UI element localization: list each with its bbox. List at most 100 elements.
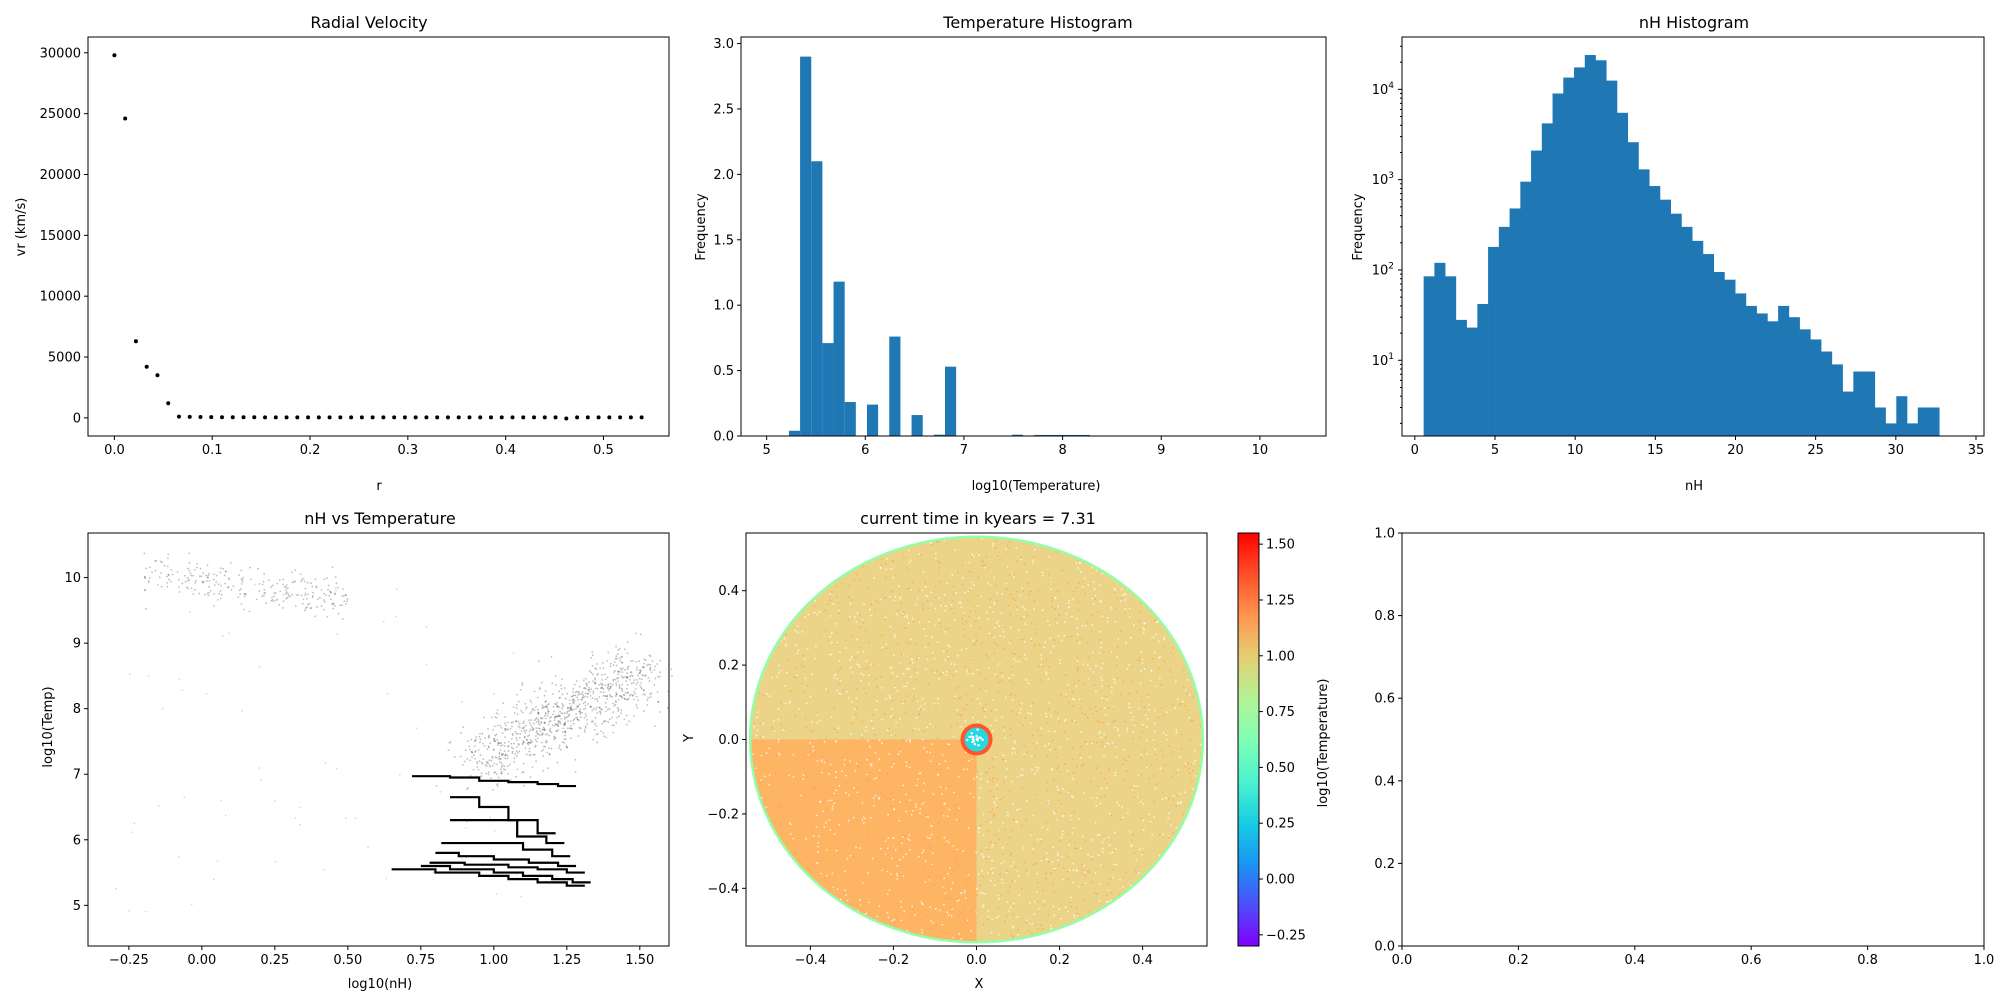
particle: [955, 670, 957, 673]
temperature-histogram-ytick-label: 2.5: [713, 102, 734, 117]
scatter-point: [561, 741, 564, 744]
scatter-point: [537, 711, 540, 714]
particle: [995, 622, 998, 625]
particle: [1046, 789, 1049, 792]
particle: [1011, 674, 1014, 676]
particle: [1063, 634, 1066, 637]
particle: [881, 634, 883, 636]
particle: [991, 918, 994, 921]
particle: [1001, 846, 1004, 849]
particle: [822, 801, 825, 804]
scatter-point: [593, 728, 596, 731]
particle: [833, 727, 836, 730]
particle: [966, 871, 969, 874]
scatter-point: [529, 753, 532, 756]
scatter-point: [594, 681, 597, 684]
particle: [995, 643, 998, 646]
particle: [819, 740, 822, 743]
scatter-point: [525, 706, 528, 709]
particle: [1111, 741, 1114, 744]
scatter-point: [209, 589, 212, 592]
particle: [995, 600, 998, 602]
particle: [954, 549, 957, 551]
colorbar-tick-label: 0.75: [1266, 705, 1295, 720]
particle: [874, 751, 877, 754]
particle: [1135, 859, 1138, 862]
particle: [924, 585, 927, 588]
particle: [1116, 728, 1119, 731]
particle: [953, 697, 956, 699]
particle: [1058, 908, 1061, 911]
particle: [862, 650, 865, 653]
scatter-point: [183, 796, 186, 799]
particle: [857, 831, 860, 834]
particle: [923, 628, 925, 630]
particle: [1036, 589, 1039, 592]
particle: [956, 571, 959, 574]
particle: [930, 603, 932, 606]
particle: [1062, 787, 1065, 790]
particle: [1002, 729, 1005, 732]
scatter-point: [282, 578, 285, 581]
scatter-point: [344, 594, 347, 597]
particle: [1103, 745, 1106, 748]
particle: [1099, 802, 1102, 805]
particle: [1072, 705, 1075, 707]
scatter-point: [186, 586, 188, 589]
scatter-point: [526, 738, 528, 741]
particle: [1053, 914, 1055, 917]
scatter-point: [531, 729, 534, 732]
particle: [999, 558, 1001, 561]
particle: [853, 856, 856, 858]
scatter-point: [285, 584, 288, 587]
particle: [894, 573, 897, 576]
particle: [1116, 656, 1118, 658]
scatter-point: [477, 768, 480, 771]
particle: [994, 804, 997, 807]
scatter-point: [341, 595, 344, 598]
particle: [1075, 586, 1078, 589]
particle: [950, 915, 953, 917]
scatter-point: [181, 688, 184, 691]
particle: [905, 853, 907, 856]
particle: [948, 897, 951, 899]
particle: [1016, 608, 1018, 611]
particle: [903, 685, 905, 688]
particle: [940, 673, 942, 676]
particle: [1107, 706, 1109, 709]
nh-bar: [1810, 339, 1822, 436]
particle: [1066, 683, 1069, 686]
scatter-point: [580, 693, 583, 695]
particle: [1114, 607, 1116, 610]
particle: [1117, 637, 1120, 640]
scatter-point: [538, 686, 541, 689]
particle: [1059, 839, 1061, 842]
particle: [1018, 660, 1021, 662]
particle: [1071, 862, 1074, 865]
scatter-point: [487, 735, 490, 738]
particle: [1003, 781, 1005, 784]
scatter-point: [216, 860, 219, 862]
particle: [922, 609, 925, 611]
particle: [901, 738, 904, 741]
nh-histogram-frame: [1401, 36, 1985, 437]
particle: [903, 834, 906, 837]
particle: [1167, 836, 1170, 839]
particle: [992, 766, 994, 769]
particle: [900, 602, 903, 604]
particle: [816, 613, 819, 616]
particle: [1082, 682, 1085, 685]
scatter-point: [187, 579, 190, 582]
particle: [975, 633, 977, 636]
particle: [925, 594, 928, 597]
particle: [931, 651, 934, 654]
scatter-point: [654, 665, 656, 668]
scatter-point: [513, 761, 516, 763]
particle: [1033, 548, 1036, 551]
particle: [1108, 844, 1111, 847]
particle: [802, 774, 805, 777]
scatter-point: [644, 675, 647, 677]
particle: [957, 601, 960, 604]
particle: [933, 671, 936, 674]
scatter-point: [584, 725, 587, 728]
